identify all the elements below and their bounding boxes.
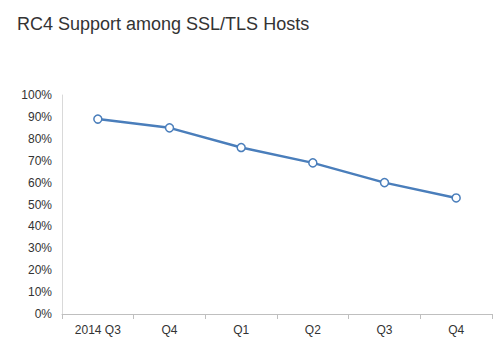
svg-text:0%: 0% [35, 307, 53, 321]
svg-text:20%: 20% [28, 263, 52, 277]
svg-text:Q4: Q4 [161, 323, 177, 337]
svg-text:40%: 40% [28, 219, 52, 233]
svg-text:Q3: Q3 [376, 323, 392, 337]
svg-text:60%: 60% [28, 176, 52, 190]
svg-text:30%: 30% [28, 241, 52, 255]
svg-text:10%: 10% [28, 285, 52, 299]
svg-text:RC4 Support among SSL/TLS Host: RC4 Support among SSL/TLS Hosts [17, 14, 309, 34]
svg-text:90%: 90% [28, 110, 52, 124]
svg-text:100%: 100% [21, 88, 52, 102]
svg-text:Q1: Q1 [233, 323, 249, 337]
svg-text:70%: 70% [28, 154, 52, 168]
svg-text:50%: 50% [28, 198, 52, 212]
svg-text:Q4: Q4 [448, 323, 464, 337]
svg-text:2014 Q3: 2014 Q3 [75, 323, 121, 337]
svg-text:Q2: Q2 [305, 323, 321, 337]
svg-text:80%: 80% [28, 132, 52, 146]
